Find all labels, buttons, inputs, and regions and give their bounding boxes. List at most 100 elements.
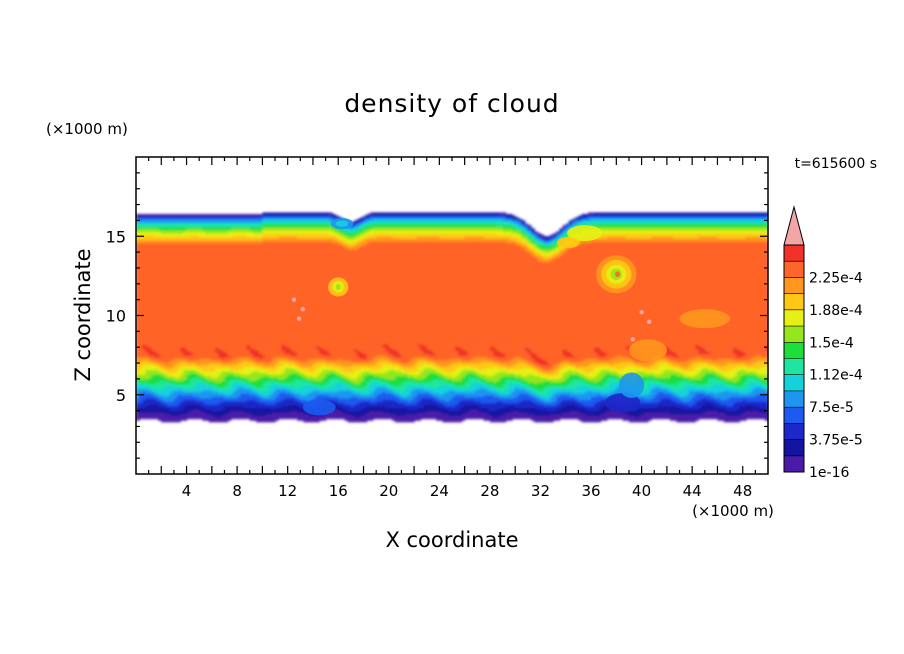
field-cell	[363, 244, 368, 355]
field-cell	[161, 388, 166, 396]
field-cell	[622, 218, 627, 223]
field-cell	[559, 364, 564, 370]
field-cell	[297, 374, 301, 380]
field-cell	[537, 393, 542, 397]
field-cell	[199, 226, 203, 229]
field-cell	[587, 214, 592, 217]
field-cell	[414, 221, 418, 225]
field-cell	[177, 394, 181, 405]
field-cell	[417, 233, 421, 237]
field-cell	[376, 386, 380, 396]
field-cell	[613, 217, 617, 220]
field-cell	[730, 217, 734, 220]
field-cell	[275, 374, 279, 378]
field-cell	[537, 396, 542, 401]
field-cell	[685, 359, 690, 369]
field-cell	[325, 374, 330, 383]
field-cell	[752, 370, 756, 375]
field-cell	[240, 223, 245, 228]
field-cell	[401, 241, 406, 364]
field-cell	[429, 218, 434, 223]
field-cell	[177, 215, 181, 218]
field-cell	[388, 393, 393, 401]
field-cell	[290, 372, 295, 383]
field-cell	[281, 226, 286, 231]
field-cell	[354, 231, 358, 236]
field-cell	[407, 385, 412, 396]
field-cell	[553, 252, 557, 256]
field-cell	[161, 218, 166, 223]
field-cell	[518, 242, 523, 247]
field-cell	[429, 367, 434, 374]
field-cell	[436, 233, 440, 237]
field-cell	[477, 372, 482, 377]
field-cell	[496, 389, 500, 394]
field-cell	[369, 212, 374, 215]
field-cell	[512, 217, 516, 220]
field-cell	[319, 217, 324, 220]
field-cell	[414, 370, 418, 377]
field-cell	[429, 394, 434, 399]
field-cell	[486, 215, 491, 218]
field-cell	[256, 415, 260, 423]
field-cell	[335, 382, 339, 393]
field-cell	[275, 218, 279, 223]
field-cell	[306, 221, 311, 225]
field-cell	[224, 397, 229, 402]
field-cell	[470, 377, 475, 385]
field-cell	[373, 217, 377, 220]
field-cell	[423, 345, 428, 355]
field-cell	[259, 229, 263, 234]
field-cell	[692, 389, 696, 397]
field-cell	[764, 229, 768, 234]
field-cell	[369, 237, 374, 242]
field-cell	[183, 236, 188, 241]
field-cell	[489, 391, 494, 396]
field-cell	[692, 226, 696, 231]
field-cell	[398, 415, 403, 423]
field-cell	[303, 394, 308, 401]
field-cell	[549, 241, 554, 244]
field-cell	[587, 377, 592, 382]
field-cell	[458, 214, 463, 217]
field-cell	[199, 397, 203, 402]
field-cell	[347, 226, 352, 229]
field-cell	[452, 229, 456, 234]
field-cell	[385, 412, 390, 420]
field-cell	[259, 226, 263, 231]
field-cell	[594, 351, 598, 359]
field-cell	[151, 369, 156, 375]
field-cell	[610, 214, 614, 217]
field-cell	[745, 404, 750, 412]
field-cell	[344, 372, 349, 377]
field-cell	[436, 359, 440, 366]
field-cell	[335, 359, 339, 366]
field-cell	[531, 229, 535, 233]
field-cell	[512, 223, 516, 228]
field-cell	[701, 241, 706, 348]
field-cell	[287, 226, 292, 231]
field-cell	[154, 359, 159, 364]
field-cell	[366, 228, 371, 233]
field-cell	[527, 245, 532, 250]
field-cell	[373, 405, 377, 412]
field-cell	[167, 409, 172, 415]
field-cell	[638, 221, 643, 225]
field-cell	[496, 225, 500, 228]
field-cell	[695, 229, 700, 234]
field-cell	[477, 396, 482, 402]
field-cell	[644, 378, 649, 390]
field-cell	[685, 226, 690, 231]
field-cell	[584, 242, 589, 359]
field-cell	[354, 393, 358, 397]
field-cell	[376, 369, 380, 374]
field-cell	[433, 229, 437, 234]
field-cell	[379, 215, 384, 218]
field-cell	[502, 214, 507, 217]
field-cell	[196, 234, 200, 241]
field-cell	[714, 377, 719, 385]
field-cell	[360, 218, 365, 221]
field-cell	[215, 226, 219, 231]
field-cell	[647, 402, 652, 409]
field-cell	[180, 383, 184, 388]
